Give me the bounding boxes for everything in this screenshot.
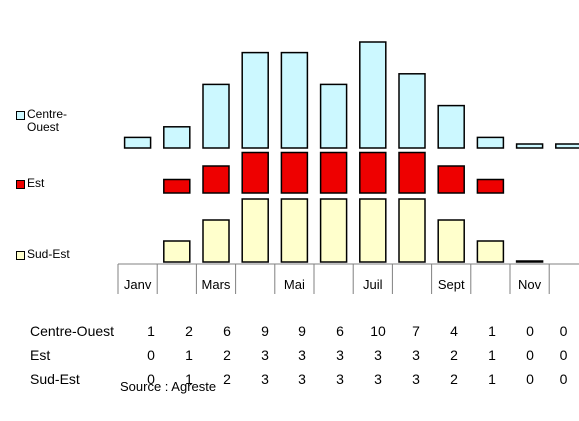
table-cell-est-d-c: 0 — [558, 347, 569, 363]
x-tick-label-nov: Nov — [518, 277, 542, 292]
table-cell-centre-ouest-mai: 9 — [292, 323, 312, 339]
table-cell-centre-ouest-nov: 0 — [520, 323, 540, 339]
table-cell-est-f-vr: 1 — [179, 347, 199, 363]
x-tick-label-janv: Janv — [124, 277, 152, 292]
bar-centre-ouest-juil — [360, 42, 386, 148]
bar-est-sept — [438, 166, 464, 193]
bar-centre-ouest-d-c — [556, 144, 579, 148]
bar-centre-ouest-nov — [517, 144, 543, 148]
bar-est-juil — [360, 153, 386, 194]
legend-item-est: Est — [16, 177, 44, 190]
bar-est-mai — [281, 153, 307, 194]
table-row-label-sud-est: Sud-Est — [30, 371, 80, 387]
table-cell-sud-est-mai: 3 — [292, 371, 312, 387]
bar-sud-est-sept — [438, 220, 464, 262]
legend-swatch-centre-ouest — [16, 111, 25, 120]
x-tick-label-mai: Mai — [284, 277, 305, 292]
bar-centre-ouest-avr — [242, 53, 268, 148]
bar-sud-est-juil — [360, 199, 386, 262]
table-cell-sud-est-juin: 3 — [330, 371, 350, 387]
x-axis: Janv Mars Mai Juil Sept Nov — [118, 264, 579, 294]
table-row-label-est: Est — [30, 347, 50, 363]
table-cell-est-mars: 2 — [217, 347, 237, 363]
bar-est-f-vr — [164, 180, 190, 194]
table-cell-est-mai: 3 — [292, 347, 312, 363]
table-cell-centre-ouest-mars: 6 — [217, 323, 237, 339]
bar-est-mars — [203, 166, 229, 193]
bar-centre-ouest-f-vr — [164, 127, 190, 148]
table-row-label-centre-ouest: Centre-Ouest — [30, 323, 114, 339]
table-cell-centre-ouest-sept: 4 — [444, 323, 464, 339]
table-cell-centre-ouest-janv: 1 — [141, 323, 161, 339]
bar-est-oct — [477, 180, 503, 194]
table-cell-centre-ouest-juin: 6 — [330, 323, 350, 339]
bar-centre-ouest-mars — [203, 84, 229, 148]
bar-sud-est-avr — [242, 199, 268, 262]
table-cell-sud-est-avr: 3 — [255, 371, 275, 387]
source-note: Source : Agreste — [120, 379, 216, 394]
bar-centre-ouest-janv — [125, 137, 151, 148]
bar-centre-ouest-ao-t — [399, 74, 425, 148]
bar-est-ao-t — [399, 153, 425, 194]
table-cell-centre-ouest-avr: 9 — [255, 323, 275, 339]
table-cell-centre-ouest-f-vr: 2 — [179, 323, 199, 339]
table-cell-sud-est-d-c: 0 — [558, 371, 569, 387]
legend-item-sud-est: Sud-Est — [16, 248, 70, 261]
bars-layer — [125, 42, 579, 262]
bar-centre-ouest-juin — [321, 84, 347, 148]
legend-label-est: Est — [27, 177, 44, 190]
bar-sud-est-juin — [321, 199, 347, 262]
x-tick-label-mars: Mars — [202, 277, 231, 292]
table-cell-est-nov: 0 — [520, 347, 540, 363]
bar-sud-est-f-vr — [164, 241, 190, 262]
table-cell-est-juin: 3 — [330, 347, 350, 363]
table-cell-centre-ouest-ao-t: 7 — [406, 323, 426, 339]
bar-sud-est-mars — [203, 220, 229, 262]
table-cell-centre-ouest-d-c: 0 — [558, 323, 569, 339]
table-cell-sud-est-oct: 1 — [482, 371, 502, 387]
legend-label-sud-est: Sud-Est — [27, 248, 70, 261]
table-cell-est-avr: 3 — [255, 347, 275, 363]
legend-swatch-est — [16, 180, 25, 189]
x-tick-label-juil: Juil — [363, 277, 383, 292]
table-cell-sud-est-sept: 2 — [444, 371, 464, 387]
x-tick-label-sept: Sept — [438, 277, 465, 292]
legend-item-centre-ouest: Centre- Ouest — [16, 108, 67, 134]
table-cell-centre-ouest-oct: 1 — [482, 323, 502, 339]
bar-centre-ouest-sept — [438, 106, 464, 148]
bar-centre-ouest-oct — [477, 137, 503, 148]
legend-swatch-sud-est — [16, 251, 25, 260]
table-cell-est-sept: 2 — [444, 347, 464, 363]
bar-est-juin — [321, 153, 347, 194]
bar-est-avr — [242, 153, 268, 194]
table-cell-sud-est-ao-t: 3 — [406, 371, 426, 387]
bar-sud-est-ao-t — [399, 199, 425, 262]
bar-sud-est-mai — [281, 199, 307, 262]
table-cell-sud-est-juil: 3 — [368, 371, 388, 387]
table-cell-sud-est-nov: 0 — [520, 371, 540, 387]
table-cell-est-juil: 3 — [368, 347, 388, 363]
table-cell-est-oct: 1 — [482, 347, 502, 363]
table-cell-est-janv: 0 — [141, 347, 161, 363]
bar-sud-est-nov — [517, 261, 543, 262]
bar-centre-ouest-mai — [281, 53, 307, 148]
table-cell-centre-ouest-juil: 10 — [368, 323, 388, 339]
legend-label-centre-ouest: Centre- Ouest — [27, 108, 67, 134]
bar-sud-est-oct — [477, 241, 503, 262]
table-cell-est-ao-t: 3 — [406, 347, 426, 363]
table-cell-sud-est-mars: 2 — [217, 371, 237, 387]
